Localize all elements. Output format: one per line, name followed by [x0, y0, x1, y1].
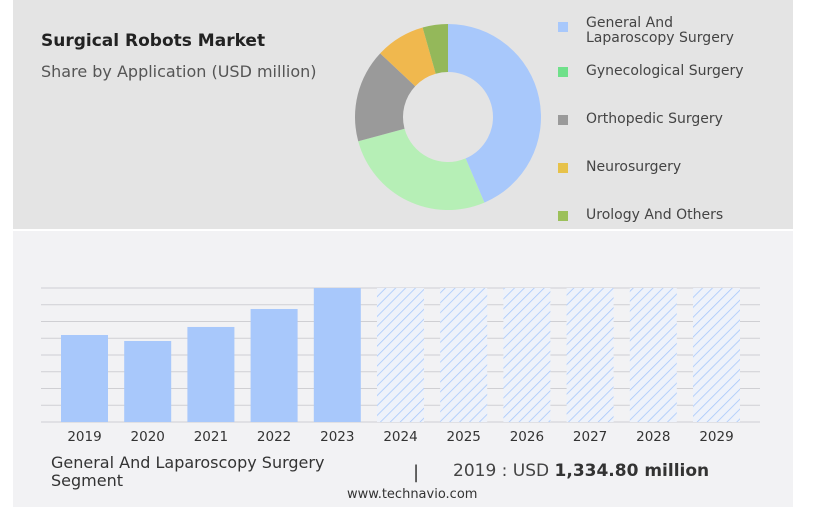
legend-item: Orthopedic Surgery: [558, 112, 788, 144]
segment-label: General And Laparoscopy Surgery Segment: [51, 453, 325, 490]
pie-slice-4: [422, 24, 448, 74]
legend-item: Urology And Others: [558, 208, 788, 240]
pie-slice-1: [358, 128, 485, 210]
legend-swatch: [558, 163, 568, 173]
source-link[interactable]: www.technavio.com: [347, 487, 478, 502]
legend-label: Orthopedic Surgery: [586, 111, 723, 127]
x-tick-label: 2025: [447, 429, 481, 445]
separator: |: [413, 462, 420, 483]
x-tick-label: 2022: [257, 429, 291, 445]
x-tick-label: 2029: [699, 429, 733, 445]
legend-item: Neurosurgery: [558, 160, 788, 192]
legend-label: General And Laparoscopy Surgery: [586, 15, 734, 46]
forecast-bar-2029: [693, 288, 740, 422]
value-amount: 1,334.80 million: [554, 461, 710, 481]
forecast-bar-2026: [503, 288, 551, 422]
x-tick-label: 2019: [67, 429, 101, 445]
x-tick-label: 2021: [194, 429, 228, 445]
legend-label: Urology And Others: [586, 207, 724, 223]
chart-title: Surgical Robots Market: [41, 31, 266, 51]
legend-swatch: [558, 211, 568, 221]
x-tick-label: 2020: [131, 429, 165, 445]
x-tick-label: 2024: [383, 429, 417, 445]
forecast-bar-2028: [629, 288, 677, 422]
bar-2020: [124, 340, 172, 422]
pie-slice-2: [355, 53, 416, 142]
bar-2022: [250, 308, 298, 422]
x-tick-label: 2023: [320, 429, 354, 445]
x-tick-label: 2028: [636, 429, 670, 445]
x-tick-label: 2027: [573, 429, 607, 445]
pie-slice-0: [448, 24, 541, 203]
legend-swatch: [558, 115, 568, 125]
legend-swatch: [558, 67, 568, 77]
bar-2019: [61, 335, 108, 422]
legend-label: Neurosurgery: [586, 159, 682, 175]
legend-label: Gynecological Surgery: [586, 63, 744, 79]
legend-item: Gynecological Surgery: [558, 64, 788, 96]
forecast-bar-2025: [440, 288, 488, 422]
legend-swatch: [558, 22, 568, 32]
segment-value: 2019 : USD 1,334.80 million: [453, 461, 709, 481]
forecast-bar-2027: [566, 288, 614, 422]
x-tick-label: 2026: [510, 429, 544, 445]
pie-slice-3: [380, 27, 436, 87]
bar-2021: [187, 326, 235, 422]
bar-2023: [313, 288, 361, 422]
forecast-bar-2024: [377, 288, 424, 422]
legend-item: General And Laparoscopy Surgery: [558, 16, 788, 48]
chart-subtitle: Share by Application (USD million): [41, 62, 317, 81]
year-label: 2019 : USD: [453, 461, 555, 481]
